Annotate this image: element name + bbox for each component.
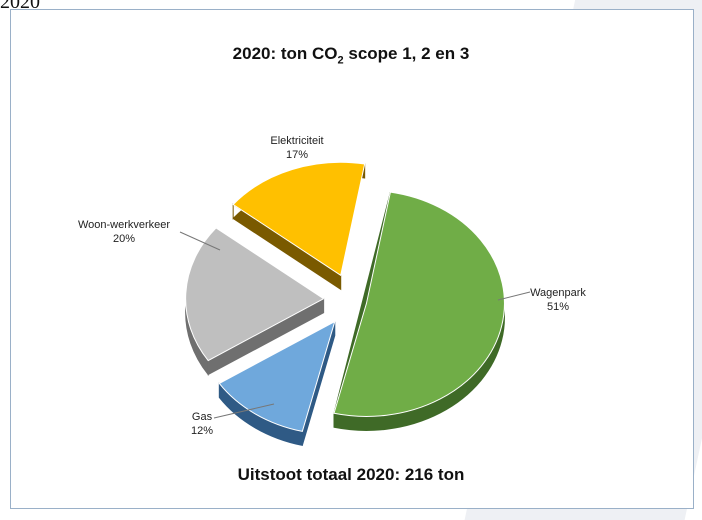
leader-line-woon-werkverkeer	[179, 231, 221, 251]
pie-slice-gas	[218, 320, 336, 432]
slice-label-wagenpark: Wagenpark	[530, 287, 586, 299]
chart-title-subscript: 2	[337, 54, 344, 67]
slice-label-elektriciteit: Elektriciteit	[270, 135, 323, 147]
chart-title: 2020: ton CO2 scope 1, 2 en 3	[0, 44, 702, 66]
chart-title-suffix: scope 1, 2 en 3	[343, 44, 470, 63]
pie-slice-woon-werkverkeer	[185, 227, 325, 362]
pie-slices	[185, 161, 505, 447]
pie-chart: Wagenpark 51% Gas 12% Woon-werkverkeer 20% Ele…	[78, 135, 586, 447]
slice-value-woon-werkverkeer: 20%	[113, 233, 135, 245]
slice-labels: Wagenpark 51% Gas 12% Woon-werkverkeer 20% Ele…	[78, 135, 586, 437]
pie-slice-wagenpark	[333, 191, 505, 417]
slice-value-wagenpark: 51%	[547, 301, 569, 313]
slice-value-elektriciteit: 17%	[286, 149, 308, 161]
chart-title-prefix: 2020: ton CO	[232, 44, 338, 63]
leader-line-gas	[213, 403, 275, 419]
leader-lines	[179, 231, 531, 419]
leader-line-wagenpark	[497, 291, 531, 301]
slice-value-gas: 12%	[191, 425, 213, 437]
slice-label-gas: Gas	[192, 411, 213, 423]
slice-label-woon-werkverkeer: Woon-werkverkeer	[78, 219, 170, 231]
pie-slice-elektriciteit	[232, 161, 366, 277]
emission-total: Uitstoot totaal 2020: 216 ton	[237, 465, 465, 484]
